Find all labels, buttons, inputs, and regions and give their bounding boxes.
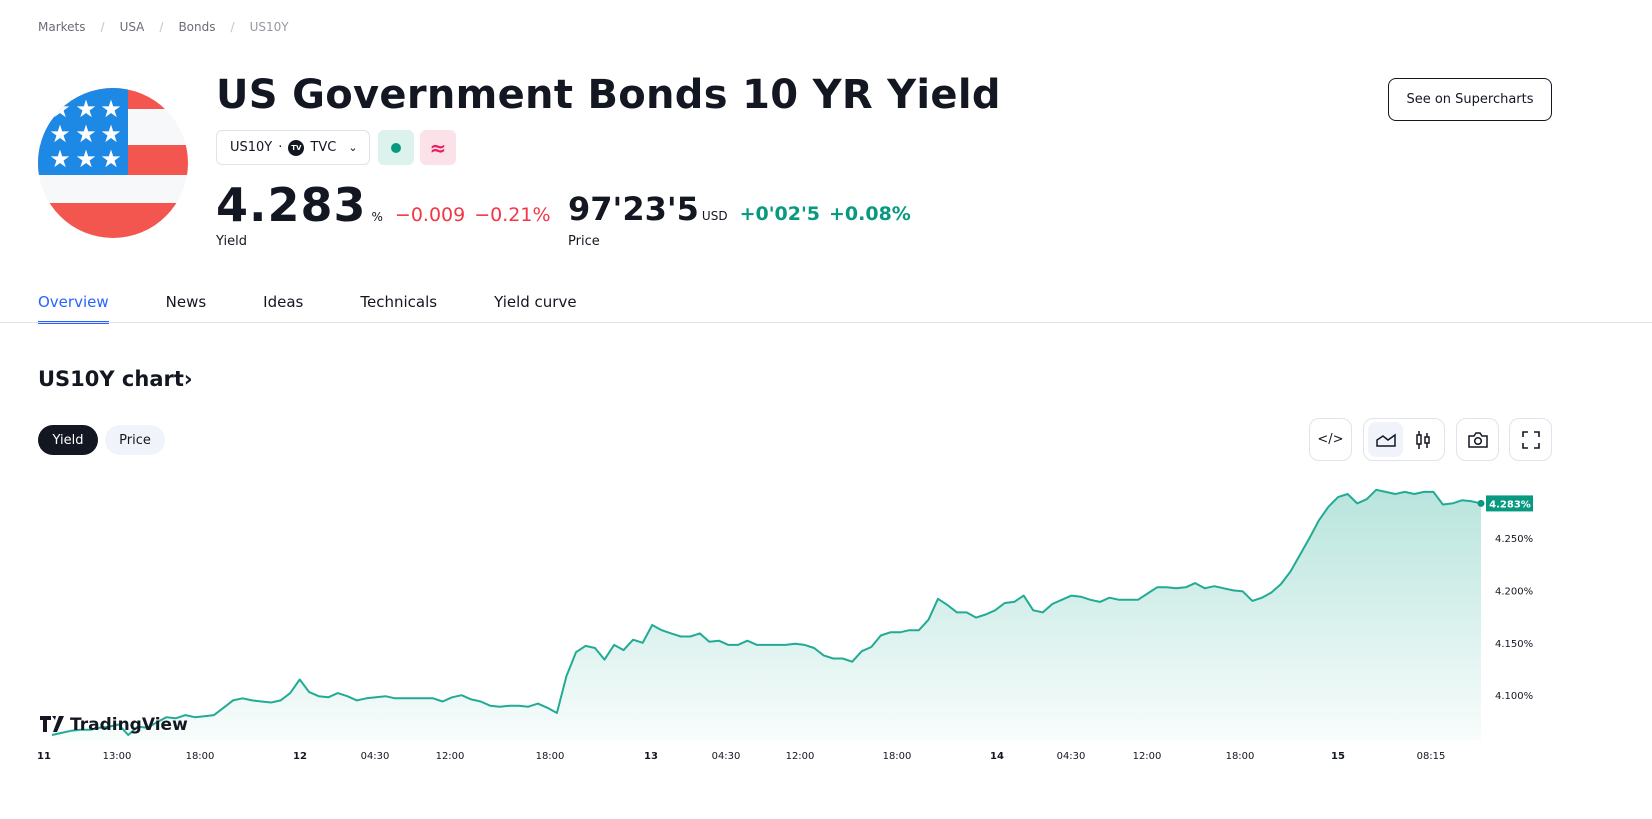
breadcrumb-separator: / xyxy=(100,20,105,34)
candlestick-icon xyxy=(1415,430,1430,449)
price-change: +0'02'5 xyxy=(739,203,820,225)
chevron-right-icon: › xyxy=(183,367,193,391)
last-point-marker xyxy=(1477,499,1485,507)
breadcrumb-bonds[interactable]: Bonds xyxy=(178,20,216,34)
area-chart-button[interactable] xyxy=(1368,422,1403,457)
price-change-percent: +0.08% xyxy=(829,203,911,225)
yield-label: Yield xyxy=(216,234,247,249)
x-tick-label: 11 xyxy=(37,751,51,762)
yield-line xyxy=(51,488,1482,736)
separator-dot: · xyxy=(278,140,283,155)
price-unit: USD xyxy=(701,209,728,223)
chart-title: US10Y chart xyxy=(38,367,184,391)
x-tick-label: 13:00 xyxy=(103,751,132,762)
svg-text:★: ★ xyxy=(49,145,71,173)
x-tick-label: 13 xyxy=(644,751,658,762)
y-tick-label: 4.250% xyxy=(1495,534,1533,545)
divider xyxy=(0,322,1652,323)
tab-yield-curve[interactable]: Yield curve xyxy=(494,293,577,311)
breadcrumb: Markets / USA / Bonds / US10Y xyxy=(38,20,289,34)
yield-unit: % xyxy=(371,210,383,224)
x-tick-label: 04:30 xyxy=(1057,751,1086,762)
breadcrumb-current: US10Y xyxy=(249,20,289,34)
tab-ideas[interactable]: Ideas xyxy=(263,293,304,311)
yield-change: −0.009 xyxy=(394,204,466,226)
svg-text:★: ★ xyxy=(100,145,122,173)
see-on-supercharts-button[interactable]: See on Supercharts xyxy=(1388,78,1552,121)
tradingview-logo-icon xyxy=(40,716,64,732)
price-value: 97'23'5 xyxy=(568,190,699,228)
x-tick-label: 18:00 xyxy=(186,751,215,762)
chart-style-group xyxy=(1363,418,1445,461)
breadcrumb-separator: / xyxy=(230,20,235,34)
y-tick-label: 4.150% xyxy=(1495,639,1533,650)
screenshot-button[interactable] xyxy=(1456,418,1499,461)
fullscreen-button[interactable] xyxy=(1509,418,1552,461)
tab-news[interactable]: News xyxy=(165,293,207,311)
approx-icon: ≈ xyxy=(429,135,447,160)
yield-area-fill xyxy=(52,489,1481,740)
code-icon: </> xyxy=(1317,432,1344,447)
camera-icon xyxy=(1467,431,1488,448)
tvc-logo-icon: TV xyxy=(288,139,305,156)
price-label: Price xyxy=(568,234,600,249)
page-title: US Government Bonds 10 YR Yield xyxy=(216,72,1001,118)
x-tick-label: 12:00 xyxy=(436,751,465,762)
area-chart-icon xyxy=(1375,433,1396,447)
green-dot-icon xyxy=(391,142,401,153)
toggle-yield[interactable]: Yield xyxy=(38,425,98,455)
y-tick-label: 4.200% xyxy=(1495,586,1533,597)
y-tick-label: 4.100% xyxy=(1495,691,1533,702)
x-tick-label: 14 xyxy=(990,751,1004,762)
exchange-name: TVC xyxy=(310,140,337,155)
last-value-label: 4.283% xyxy=(1489,499,1531,510)
x-tick-label: 15 xyxy=(1331,751,1345,762)
symbol-ticker: US10Y xyxy=(230,140,273,155)
x-tick-label: 04:30 xyxy=(712,751,741,762)
breadcrumb-markets[interactable]: Markets xyxy=(38,20,86,34)
svg-text:★: ★ xyxy=(49,95,71,123)
yield-chart[interactable]: 4.250% 4.200% 4.150% 4.100% 11 13:00 18:00 12 0… xyxy=(0,470,1652,819)
svg-text:★: ★ xyxy=(75,95,97,123)
x-tick-label: 12 xyxy=(293,751,307,762)
x-tick-label: 18:00 xyxy=(883,751,912,762)
x-tick-label: 04:30 xyxy=(361,751,390,762)
svg-text:★: ★ xyxy=(100,95,122,123)
symbol-selector[interactable]: US10Y · TV TVC ⌄ xyxy=(216,130,370,165)
yield-value: 4.283 xyxy=(216,178,367,232)
delayed-data-button[interactable]: ≈ xyxy=(420,130,456,165)
x-tick-label: 08:15 xyxy=(1417,751,1446,762)
x-tick-label: 12:00 xyxy=(786,751,815,762)
svg-text:★: ★ xyxy=(100,120,122,148)
tab-technicals[interactable]: Technicals xyxy=(360,293,438,311)
us-flag-icon: ★ ★ ★ ★ ★ ★ ★ ★ ★ xyxy=(38,88,188,238)
watermark-text: TradingView xyxy=(70,715,188,735)
tab-bar: Overview News Ideas Technicals Yield cur… xyxy=(38,293,634,324)
x-tick-label: 12:00 xyxy=(1133,751,1162,762)
x-tick-label: 18:00 xyxy=(1226,751,1255,762)
toggle-price[interactable]: Price xyxy=(105,425,165,455)
market-open-button[interactable] xyxy=(378,130,414,165)
tab-overview[interactable]: Overview xyxy=(38,293,109,324)
svg-text:★: ★ xyxy=(75,145,97,173)
svg-text:★: ★ xyxy=(75,120,97,148)
chart-title-link[interactable]: US10Y chart› xyxy=(38,367,193,391)
price-quote: 97'23'5 USD +0'02'5 +0.08% xyxy=(568,190,911,228)
embed-button[interactable]: </> xyxy=(1309,418,1352,461)
chevron-down-icon: ⌄ xyxy=(348,141,358,154)
candles-chart-button[interactable] xyxy=(1405,422,1440,457)
svg-text:★: ★ xyxy=(49,120,71,148)
yield-quote: 4.283 % −0.009 −0.21% xyxy=(216,178,551,232)
x-tick-label: 18:00 xyxy=(536,751,565,762)
last-value-badge xyxy=(1486,495,1533,512)
fullscreen-icon xyxy=(1521,430,1540,449)
breadcrumb-separator: / xyxy=(159,20,164,34)
yield-change-percent: −0.21% xyxy=(474,204,551,226)
breadcrumb-usa[interactable]: USA xyxy=(119,20,145,34)
tradingview-watermark: TradingView xyxy=(40,715,188,735)
